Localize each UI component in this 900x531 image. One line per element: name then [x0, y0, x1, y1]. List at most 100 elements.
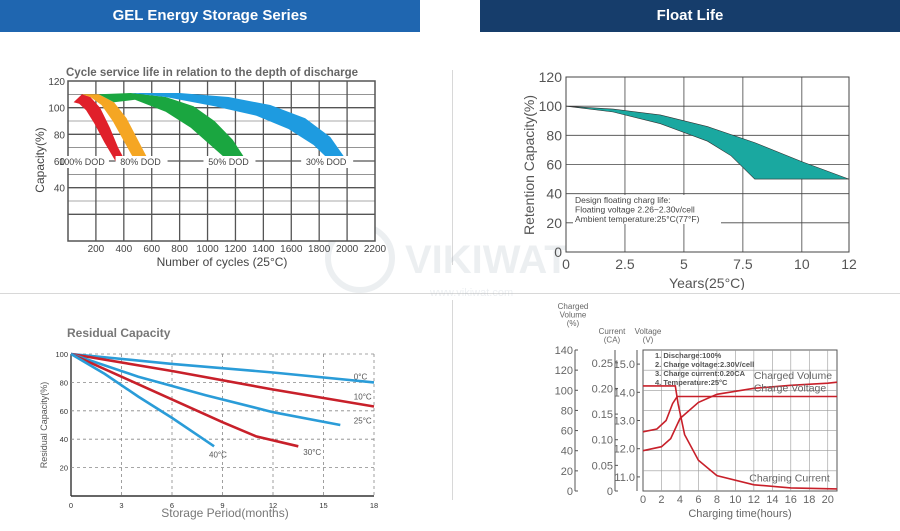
charge-legend-0: 1. Discharge:100% [655, 351, 722, 360]
x-tick-label: 1200 [224, 244, 247, 255]
chart-title: Residual Capacity [67, 326, 171, 340]
axis-tick-label-1: 0.25 [592, 358, 613, 370]
x-tick-label: 18 [803, 494, 815, 506]
plot-frame [642, 349, 838, 492]
x-tick-label: 0 [562, 256, 570, 272]
x-tick-label: 4 [677, 494, 683, 506]
x-tick-label: 1400 [252, 244, 275, 255]
axis-tick-label-0: 120 [555, 365, 573, 377]
y-tick-label: 120 [48, 77, 65, 88]
axis-tick-label-2: 12.0 [614, 444, 635, 456]
x-tick-label: 12 [841, 256, 857, 272]
x-axis-label: Years(25°C) [669, 275, 745, 290]
residual-line-1 [70, 352, 375, 408]
axis-tick-label-0: 0 [567, 486, 573, 498]
x-tick-label: 20 [822, 494, 834, 506]
x-tick-label: 7.5 [733, 256, 753, 272]
y-tick-label: 120 [539, 69, 563, 85]
charge-legend-3: 4. Temperature:25°C [655, 378, 728, 387]
x-tick-label: 16 [785, 494, 797, 506]
watermark-logo: VIKIWAT www.vikiwat.com [325, 223, 569, 299]
cycle-series-label-2: 50% DOD [208, 157, 249, 167]
cycle-area-2 [98, 93, 247, 161]
y-tick-label: 100 [539, 98, 563, 114]
x-tick-label: 6 [170, 501, 174, 510]
axis-tick-label-0: 20 [561, 466, 573, 478]
x-tick-label: 600 [143, 244, 160, 255]
cycle-area-3 [130, 93, 348, 161]
axis-tick-label-1: 0.10 [592, 435, 613, 447]
charge-line-0 [642, 381, 838, 452]
annotation-line-0: Design floating charg life: [575, 195, 670, 205]
x-tick-label: 5 [680, 256, 688, 272]
cycle-area-0 [73, 94, 126, 161]
chart-title: Cycle service life in relation to the de… [66, 67, 358, 79]
axis-title-volume: Volume [560, 311, 587, 320]
y-tick-label: 0 [554, 244, 562, 260]
cycle-label-bg-3 [301, 156, 354, 168]
annotation-line-2: Ambient temperature:25°C(77°F) [575, 214, 700, 224]
y-axis-label: Residual Capacity(%) [39, 382, 49, 469]
x-axis-label: Storage Period(months) [161, 506, 288, 520]
x-tick-label: 14 [766, 494, 778, 506]
axis-title-current: (CA) [604, 336, 621, 345]
residual-line-0 [70, 352, 375, 384]
axis-tick-label-0: 80 [561, 405, 573, 417]
charge-line-1 [642, 395, 837, 433]
x-tick-label: 0 [69, 501, 73, 510]
axis-tick-label-2: 13.0 [614, 416, 635, 428]
y-tick-label: 60 [54, 157, 66, 168]
residual-line-2 [70, 352, 341, 427]
x-tick-label: 15 [319, 501, 327, 510]
residual-series-label-3: 30°C [303, 448, 321, 457]
x-tick-label: 200 [88, 244, 105, 255]
x-tick-label: 8 [714, 494, 720, 506]
charge-legend-2: 3. Charge current:0.20CA [655, 369, 746, 378]
axis-tick-label-2: 15.0 [614, 359, 635, 371]
charge-line-2 [643, 385, 838, 490]
x-tick-label: 1800 [308, 244, 331, 255]
x-tick-label: 3 [119, 501, 123, 510]
chart-cycle-life: 100% DOD 80% DOD 50% DOD 30% DOD 40 60 80 100 12… [33, 67, 387, 269]
y-tick-label: 100 [48, 104, 65, 115]
y-tick-label: 80 [54, 130, 66, 141]
y-tick-label: 20 [546, 215, 562, 231]
residual-series-label-1: 10°C [354, 392, 372, 401]
x-tick-label: 12 [269, 501, 277, 510]
axis-title-volume: (%) [567, 319, 580, 328]
cycle-series-label-0: 100% DOD [59, 157, 105, 167]
x-tick-label: 2.5 [615, 256, 635, 272]
cycle-series-label-3: 30% DOD [306, 157, 347, 167]
x-tick-label: 2200 [364, 244, 387, 255]
y-tick-label: 20 [60, 464, 68, 473]
cycle-label-bg-1 [115, 156, 168, 168]
axis-tick-label-0: 140 [555, 345, 573, 357]
axis-tick-label-2: 14.0 [614, 387, 635, 399]
residual-series-label-4: 40°C [209, 451, 227, 460]
watermark-url: www.vikiwat.com [429, 287, 513, 299]
x-tick-label: 6 [695, 494, 701, 506]
y-tick-label: 60 [546, 157, 562, 173]
y-tick-label: 80 [60, 378, 68, 387]
axis-tick-label-1: 0.05 [592, 460, 613, 472]
annotation-bg-0 [573, 195, 721, 205]
axis-tick-label-1: 0.20 [592, 383, 613, 395]
axis-tick-label-1: 0 [607, 486, 613, 498]
y-axis-label: Capacity(%) [33, 127, 47, 192]
x-tick-label: 1600 [280, 244, 303, 255]
y-tick-label: 40 [60, 435, 68, 444]
annotation-bg-2 [573, 214, 721, 224]
axis-title-current: Current [599, 327, 626, 336]
y-tick-label: 80 [546, 127, 562, 143]
x-axis-label: Number of cycles (25°C) [157, 255, 288, 269]
charge-series-label-2: Charging Current [749, 472, 830, 484]
x-tick-label: 1000 [196, 244, 219, 255]
header-float-life: Float Life [480, 0, 900, 32]
axis-tick-label-0: 40 [561, 446, 573, 458]
cycle-area-1 [82, 94, 149, 161]
float-life-band [565, 105, 850, 180]
vertical-divider-top [452, 70, 453, 265]
x-axis-label: Charging time(hours) [688, 508, 791, 520]
residual-line-3 [70, 352, 299, 448]
chart-float-life: Design floating charg life:Floating volt… [521, 69, 857, 290]
